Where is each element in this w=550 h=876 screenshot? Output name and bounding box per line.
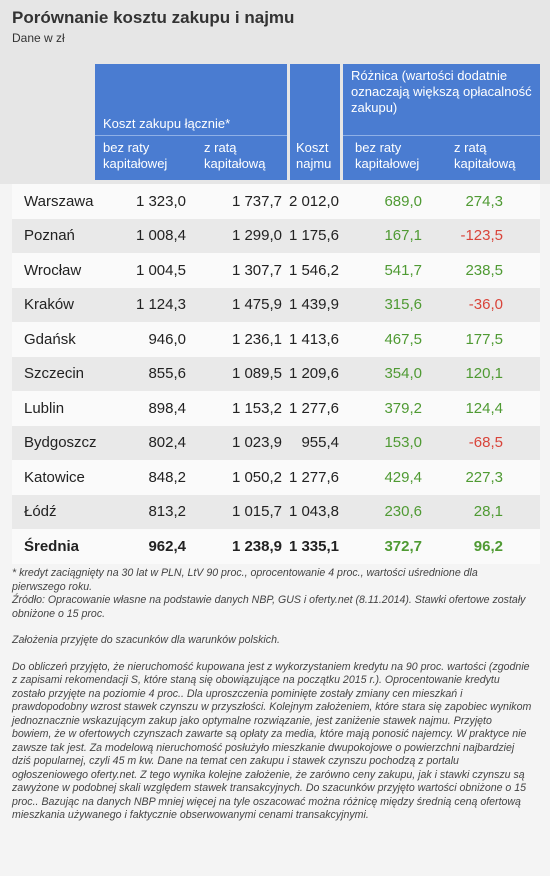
table-header: Koszt zakupu łącznie* Różnica (wartości … bbox=[0, 64, 550, 184]
table-row: Gdańsk 946,0 1 236,1 1 413,6 467,5 177,5 bbox=[12, 322, 540, 357]
cell: 898,4 bbox=[148, 399, 186, 417]
cell: 1 153,2 bbox=[231, 399, 282, 417]
cell: 1 307,7 bbox=[231, 261, 282, 279]
group-header: Różnica (wartości dodatnie oznaczają wię… bbox=[343, 64, 540, 136]
cell: -123,5 bbox=[460, 227, 503, 245]
cell: 467,5 bbox=[384, 330, 422, 348]
cell: 429,4 bbox=[384, 468, 422, 486]
cell: 1 277,6 bbox=[288, 468, 339, 486]
table-row: Kraków 1 124,3 1 475,9 1 439,9 315,6 -36,0 bbox=[12, 287, 540, 322]
table-row: Szczecin 855,6 1 089,5 1 209,6 354,0 120,1 bbox=[12, 356, 540, 391]
cell: 230,6 bbox=[384, 503, 422, 521]
cell: 354,0 bbox=[384, 365, 422, 383]
cell: 315,6 bbox=[384, 296, 422, 314]
row-label: Łódź bbox=[24, 503, 57, 521]
cell: 379,2 bbox=[384, 399, 422, 417]
row-label: Kraków bbox=[24, 296, 75, 314]
cell: 1 004,5 bbox=[135, 261, 186, 279]
cell: 1 335,1 bbox=[288, 537, 339, 555]
cell: 1 124,3 bbox=[135, 296, 186, 314]
cell: 1 546,2 bbox=[288, 261, 339, 279]
row-label: Szczecin bbox=[24, 365, 85, 383]
table-row: Wrocław 1 004,5 1 307,7 1 546,2 541,7 238,5 bbox=[12, 253, 540, 288]
row-label: Wrocław bbox=[24, 261, 82, 279]
group-header: Koszt zakupu łącznie* bbox=[95, 64, 287, 136]
cell: 541,7 bbox=[384, 261, 422, 279]
cell: 1 236,1 bbox=[231, 330, 282, 348]
cell: 1 050,2 bbox=[231, 468, 282, 486]
note: * kredyt zaciągnięty na 30 lat w PLN, Lt… bbox=[12, 567, 478, 593]
header: Porównanie kosztu zakupu i najmu Dane w … bbox=[0, 0, 550, 64]
cell: 1 323,0 bbox=[135, 192, 186, 210]
cell: 167,1 bbox=[384, 227, 422, 245]
table-body: Warszawa 1 323,0 1 737,7 2 012,0 689,0 274,3 P… bbox=[12, 184, 540, 564]
column-header: z ratą kapitałową bbox=[442, 136, 540, 180]
cell: 955,4 bbox=[301, 434, 339, 452]
table-row: Średnia 962,4 1 238,9 1 335,1 372,7 96,2 bbox=[12, 529, 540, 564]
row-label: Średnia bbox=[24, 537, 80, 555]
cell: -36,0 bbox=[468, 296, 503, 314]
cell: 689,0 bbox=[384, 192, 422, 210]
note: Źródło: Opracowanie własne na podstawie … bbox=[12, 594, 526, 620]
cell: 1 299,0 bbox=[231, 227, 282, 245]
note: Do obliczeń przyjęto, że nieruchomość ku… bbox=[12, 660, 532, 822]
table-row: Lublin 898,4 1 153,2 1 277,6 379,2 124,4 bbox=[12, 391, 540, 426]
row-label: Gdańsk bbox=[24, 330, 76, 348]
column-header: bez raty kapitałowej bbox=[343, 136, 442, 180]
cell: 1 475,9 bbox=[231, 296, 282, 314]
row-label: Poznań bbox=[24, 227, 75, 245]
subtitle: Dane w zł bbox=[12, 31, 65, 45]
cell: 372,7 bbox=[384, 537, 422, 555]
table-row: Katowice 848,2 1 050,2 1 277,6 429,4 227,3 bbox=[12, 460, 540, 495]
cell: 1 089,5 bbox=[231, 365, 282, 383]
cell: 1 015,7 bbox=[231, 503, 282, 521]
cell: 177,5 bbox=[465, 330, 503, 348]
cell: 2 012,0 bbox=[288, 192, 339, 210]
row-label: Warszawa bbox=[24, 192, 94, 210]
table-row: Bydgoszcz 802,4 1 023,9 955,4 153,0 -68,5 bbox=[12, 425, 540, 460]
cell: 1 209,6 bbox=[288, 365, 339, 383]
cell: 1 175,6 bbox=[288, 227, 339, 245]
cell: 124,4 bbox=[465, 399, 503, 417]
title: Porównanie kosztu zakupu i najmu bbox=[12, 8, 295, 27]
cell: 1 737,7 bbox=[231, 192, 282, 210]
cell: 946,0 bbox=[148, 330, 186, 348]
note: Założenia przyjęte do szacunków dla waru… bbox=[12, 634, 280, 646]
cell: 96,2 bbox=[473, 537, 503, 555]
row-label: Katowice bbox=[24, 468, 85, 486]
cell: 848,2 bbox=[148, 468, 186, 486]
cell: 227,3 bbox=[465, 468, 503, 486]
cell: 962,4 bbox=[148, 537, 186, 555]
cell: 1 023,9 bbox=[231, 434, 282, 452]
cell: 153,0 bbox=[384, 434, 422, 452]
column-header: bez raty kapitałowej bbox=[95, 136, 192, 180]
cell: 855,6 bbox=[148, 365, 186, 383]
cell: 813,2 bbox=[148, 503, 186, 521]
row-label: Lublin bbox=[24, 399, 65, 417]
cell: 1 413,6 bbox=[288, 330, 339, 348]
cell: 238,5 bbox=[465, 261, 503, 279]
table-row: Poznań 1 008,4 1 299,0 1 175,6 167,1 -123,5 bbox=[12, 218, 540, 253]
cell: 28,1 bbox=[473, 503, 503, 521]
cell: 1 439,9 bbox=[288, 296, 339, 314]
cell: -68,5 bbox=[468, 434, 503, 452]
column-header: z ratą kapitałową bbox=[192, 136, 287, 180]
row-label: Bydgoszcz bbox=[24, 434, 97, 452]
cell: 274,3 bbox=[465, 192, 503, 210]
cell: 1 277,6 bbox=[288, 399, 339, 417]
table-row: Warszawa 1 323,0 1 737,7 2 012,0 689,0 274,3 bbox=[12, 184, 540, 219]
cell: 802,4 bbox=[148, 434, 186, 452]
cell: 120,1 bbox=[465, 365, 503, 383]
column-header: Koszt najmu bbox=[290, 64, 340, 180]
table-row: Łódź 813,2 1 015,7 1 043,8 230,6 28,1 bbox=[12, 494, 540, 529]
cell: 1 043,8 bbox=[288, 503, 339, 521]
cell: 1 008,4 bbox=[135, 227, 186, 245]
notes: * kredyt zaciągnięty na 30 lat w PLN, Lt… bbox=[12, 567, 532, 836]
cell: 1 238,9 bbox=[231, 537, 282, 555]
